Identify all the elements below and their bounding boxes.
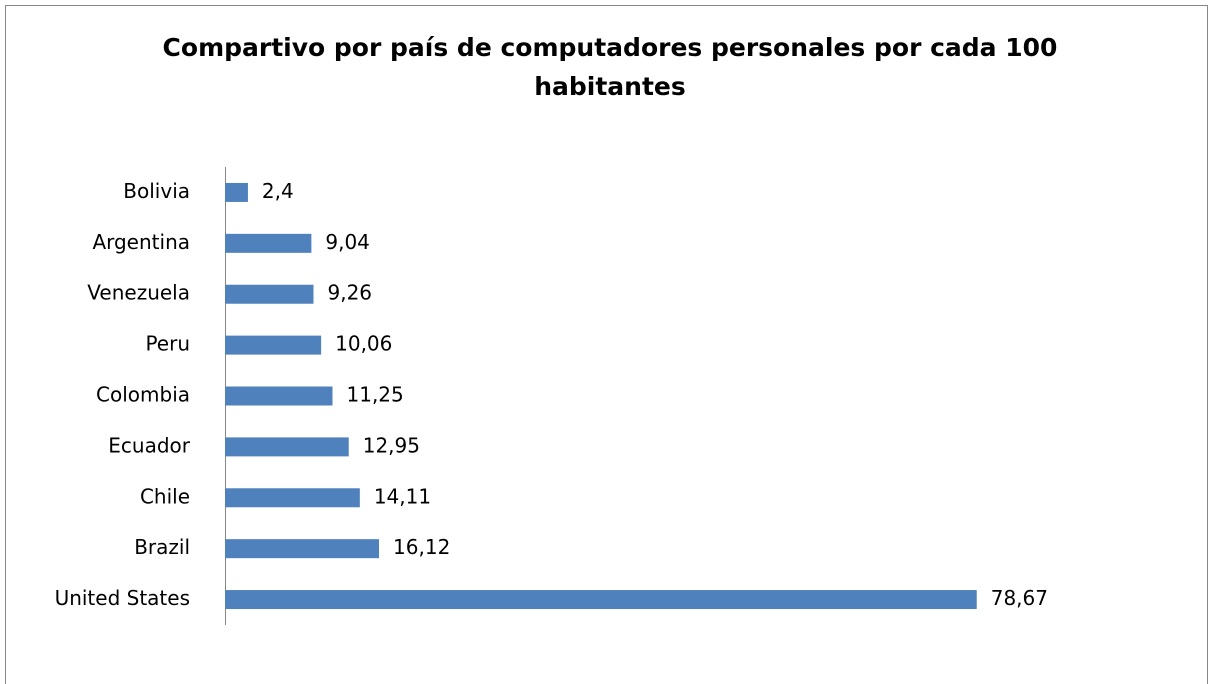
y-tick-label: Bolivia [123, 179, 190, 203]
data-label: 9,04 [325, 230, 370, 254]
data-label: 14,11 [374, 484, 431, 508]
bar [225, 488, 360, 508]
bar [225, 233, 312, 253]
y-tick-label: Colombia [96, 383, 190, 407]
data-label: 16,12 [393, 535, 450, 559]
chart-frame [5, 5, 1208, 684]
y-tick-label: Argentina [92, 230, 190, 254]
bar [225, 590, 977, 610]
data-label: 11,25 [347, 383, 404, 407]
data-label: 10,06 [335, 332, 392, 356]
bar [225, 182, 248, 202]
bar [225, 539, 380, 559]
y-tick-label: Ecuador [108, 433, 190, 457]
y-tick-label: Brazil [134, 535, 190, 559]
y-tick-label: Peru [145, 332, 190, 356]
bar [225, 284, 314, 304]
bar [225, 335, 322, 355]
y-tick-label: Venezuela [87, 281, 190, 305]
data-label: 2,4 [262, 179, 294, 203]
bar [225, 386, 333, 406]
y-tick-label: United States [55, 586, 190, 610]
data-label: 9,26 [327, 281, 372, 305]
y-tick-label: Chile [140, 484, 190, 508]
data-label: 12,95 [363, 433, 420, 457]
data-label: 78,67 [991, 586, 1048, 610]
chart-title: Compartivo por país de computadores pers… [162, 33, 1058, 101]
bar [225, 437, 349, 457]
